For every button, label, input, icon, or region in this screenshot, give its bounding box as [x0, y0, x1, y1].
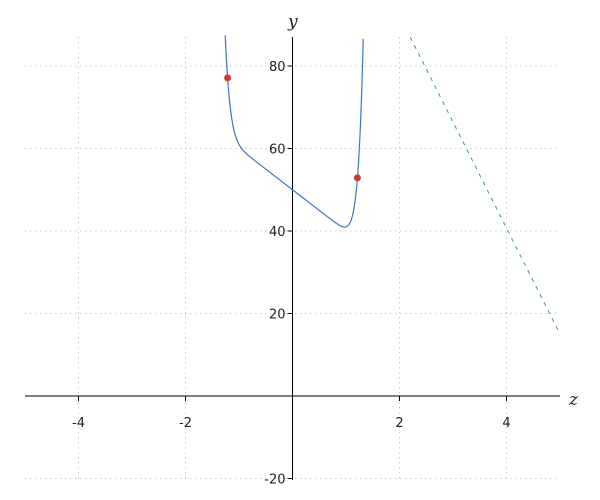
y-tick-label: 40: [269, 225, 286, 240]
series-layer: [224, 35, 561, 335]
x-tick-label: -4: [72, 416, 85, 431]
curve-series: [224, 35, 364, 228]
y-tick-label: 80: [269, 60, 286, 75]
axes: [25, 37, 560, 480]
y-tick-label: 20: [269, 308, 286, 323]
y-tick-label: 60: [269, 143, 286, 158]
y-axis-label: y: [287, 12, 298, 32]
line-series: [409, 36, 561, 335]
x-axis-label: z: [568, 390, 579, 410]
tick-labels: -4 -2 2 4 80 60 40 20 -20: [72, 60, 511, 488]
x-tick-label: 4: [502, 416, 510, 431]
intersection-point: [353, 174, 361, 182]
y-tick-label: -20: [264, 473, 285, 488]
x-tick-label: -2: [179, 416, 192, 431]
intersection-point: [224, 74, 232, 82]
grid: [25, 37, 560, 480]
x-tick-label: 2: [395, 416, 403, 431]
